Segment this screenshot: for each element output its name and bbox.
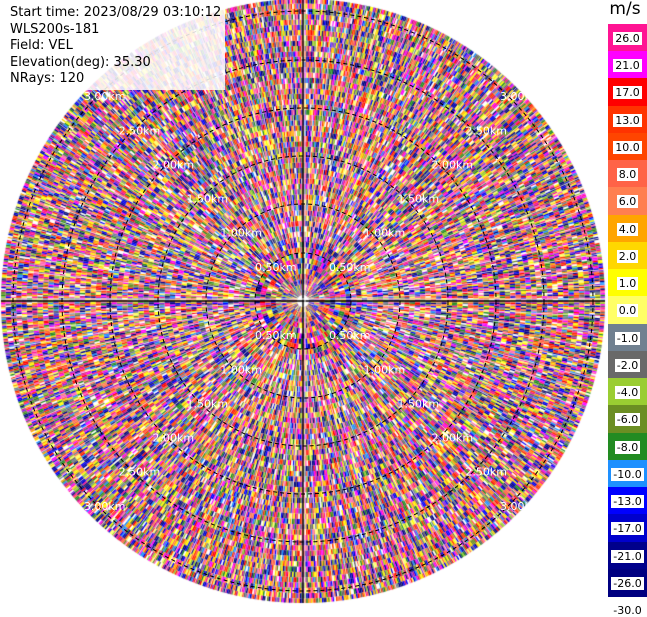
colorbar-tick-text: -21.0 — [611, 549, 644, 563]
colorbar-tick-text: -17.0 — [611, 522, 644, 536]
colorbar-tick-text: -30.0 — [611, 604, 644, 617]
colorbar-tick-label: -10.0 — [608, 467, 647, 481]
colorbar-tick-label: -13.0 — [608, 495, 647, 509]
colorbar-tick-text: 6.0 — [616, 195, 639, 209]
range-ring — [109, 107, 497, 495]
range-ring — [157, 155, 449, 447]
colorbar-tick-text: -26.0 — [611, 576, 644, 590]
range-label: 2.00km — [153, 159, 195, 172]
colorbar-tick-text: -1.0 — [614, 331, 641, 345]
range-label: 2.50km — [465, 125, 507, 138]
range-label: 2.00km — [431, 159, 473, 172]
colorbar-tick-text: 26.0 — [613, 32, 642, 45]
colorbar-tick-label: -21.0 — [608, 549, 647, 563]
colorbar-tick-label: -4.0 — [608, 386, 647, 400]
colorbar-tick-label: -1.0 — [608, 331, 647, 345]
range-label: 1.00km — [220, 364, 262, 377]
range-ring — [254, 252, 352, 350]
colorbar-tick-label: -2.0 — [608, 358, 647, 372]
colorbar-tick-label: 13.0 — [608, 113, 647, 127]
range-label: 2.50km — [465, 465, 507, 478]
colorbar-tick-label: 2.0 — [608, 249, 647, 263]
colorbar-tick-text: 17.0 — [613, 86, 642, 100]
range-label: 1.50km — [398, 192, 440, 205]
range-label: 3.00km — [84, 500, 126, 513]
colorbar-tick-text: 21.0 — [613, 59, 642, 73]
colorbar-unit: m/s — [609, 0, 641, 19]
colorbar-tick-label: -30.0 — [608, 604, 647, 617]
range-label: 0.50km — [329, 261, 371, 274]
scan-info-panel: Start time: 2023/08/29 03:10:12 WLS200s-… — [6, 4, 226, 90]
colorbar-tick-label: 17.0 — [608, 86, 647, 100]
colorbar-tick-label: 8.0 — [608, 168, 647, 182]
colorbar-tick-label: -17.0 — [608, 522, 647, 536]
range-label: 3.00km — [84, 90, 126, 103]
colorbar-tick-label: -6.0 — [608, 413, 647, 427]
colorbar-tick-label: 21.0 — [608, 59, 647, 73]
range-ring — [12, 10, 594, 592]
range-label: 3.00km — [500, 90, 542, 103]
range-label: 2.50km — [119, 465, 161, 478]
range-label: 1.00km — [364, 226, 406, 239]
instrument-name: WLS200s-181 — [10, 21, 100, 37]
colorbar-tick-text: 2.0 — [616, 249, 639, 263]
colorbar-tick-text: 0.0 — [616, 304, 639, 318]
range-label: 1.50km — [186, 398, 228, 411]
range-label: 1.50km — [398, 398, 440, 411]
colorbar-tick-text: 10.0 — [613, 140, 642, 154]
colorbar-tick-text: 13.0 — [613, 113, 642, 127]
range-label: 1.50km — [186, 192, 228, 205]
velocity-colorbar: 26.0 21.0 17.0 13.0 10.0 8.0 6.0 4.0 2.0 1.0 0.0 -1… — [608, 24, 647, 617]
field-text: Field: VEL — [10, 38, 73, 53]
colorbar-tick-label: 10.0 — [608, 140, 647, 154]
colorbar-tick-text: 4.0 — [616, 222, 639, 236]
colorbar-tick-text: -4.0 — [614, 386, 641, 400]
range-ring — [205, 203, 401, 399]
colorbar-tick-text: -6.0 — [614, 413, 641, 427]
colorbar-tick-text: -2.0 — [614, 358, 641, 372]
range-label: 2.00km — [431, 431, 473, 444]
colorbar-tick-label: 26.0 — [608, 32, 647, 45]
range-label: 2.00km — [153, 431, 195, 444]
colorbar-tick-label: 0.0 — [608, 304, 647, 318]
nrays-text: NRays: 120 — [10, 71, 85, 86]
start-time-text: Start time: 2023/08/29 03:10:12 — [10, 5, 222, 20]
range-label: 3.00km — [500, 500, 542, 513]
colorbar-tick-label: -26.0 — [608, 576, 647, 590]
elevation-text: Elevation(deg): 35.30 — [10, 54, 151, 70]
range-rings — [12, 10, 594, 592]
range-label: 1.00km — [364, 364, 406, 377]
colorbar-tick-label: 6.0 — [608, 195, 647, 209]
colorbar-tick-text: 8.0 — [616, 168, 639, 182]
range-label: 1.00km — [220, 226, 262, 239]
range-ring — [61, 59, 545, 543]
range-label: 0.50km — [255, 329, 297, 342]
colorbar-tick-label: -8.0 — [608, 440, 647, 454]
range-label: 2.50km — [119, 125, 161, 138]
colorbar-tick-label: 4.0 — [608, 222, 647, 236]
range-labels: 0.50km 0.50km 0.50km 0.50km 1.00km 1.00km 1.00… — [84, 90, 542, 513]
colorbar-tick-text: -13.0 — [611, 495, 644, 509]
range-label: 0.50km — [255, 261, 297, 274]
colorbar-tick-text: -10.0 — [611, 467, 644, 481]
colorbar-tick-text: -8.0 — [614, 440, 641, 454]
range-label: 0.50km — [329, 329, 371, 342]
colorbar-tick-label: 1.0 — [608, 277, 647, 291]
colorbar-tick-text: 1.0 — [616, 277, 639, 291]
